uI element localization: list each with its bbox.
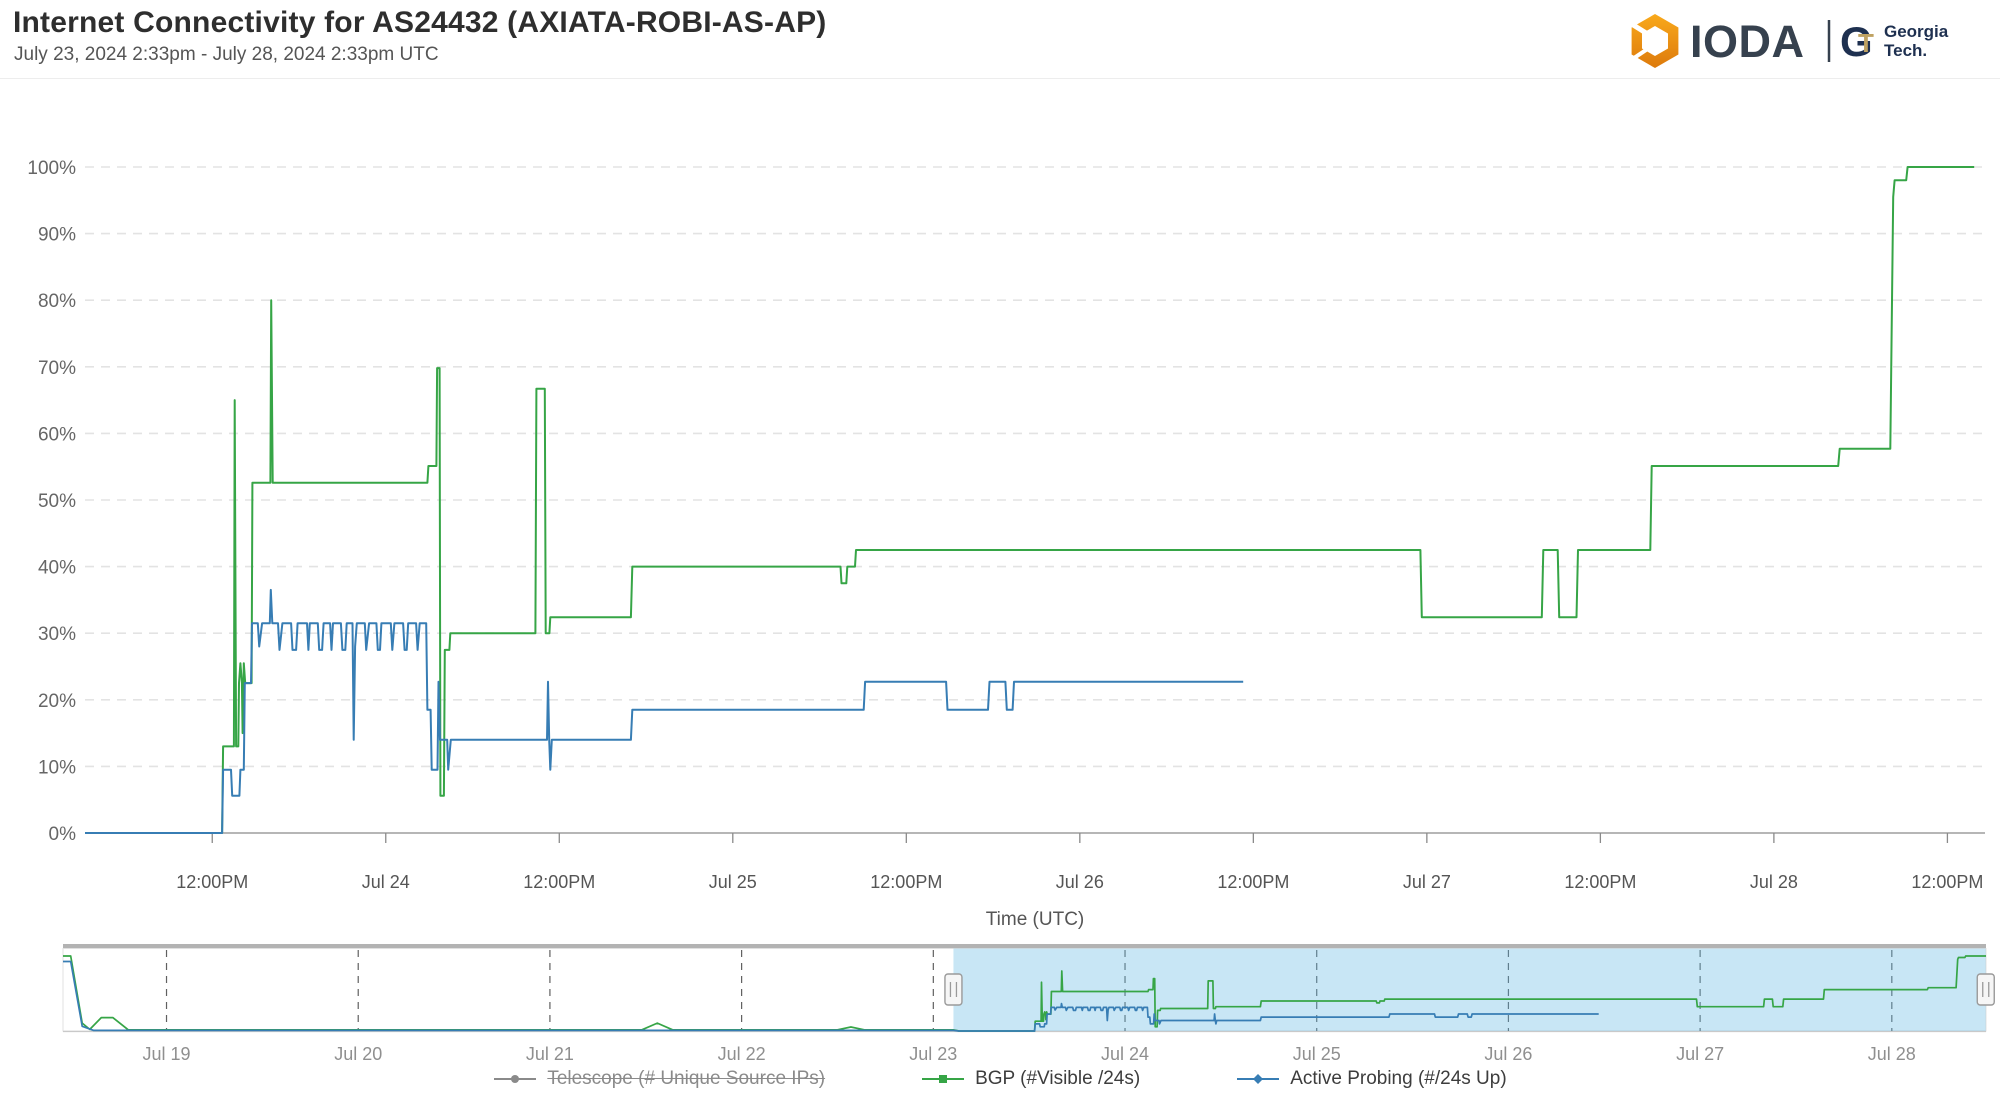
legend-label-active-probing: Active Probing (#/24s Up) <box>1290 1068 1507 1089</box>
y-axis-label: 40% <box>38 558 76 579</box>
page-title: Internet Connectivity for AS24432 (AXIAT… <box>13 6 827 39</box>
ioda-wordmark: IODA <box>1690 16 1805 67</box>
x-tick-label: 12:00PM <box>523 872 595 892</box>
navigator-top-bar <box>63 944 1986 949</box>
navigator-track[interactable] <box>62 948 1987 1032</box>
y-axis-label: 100% <box>27 158 76 179</box>
tech-text: Tech. <box>1884 41 1927 60</box>
legend-item-active-probing[interactable]: Active Probing (#/24s Up) <box>1236 1068 1507 1090</box>
y-axis-label: 90% <box>38 225 76 246</box>
bgp-series-line <box>85 166 1975 834</box>
navigator-day-label: Jul 23 <box>909 1044 957 1064</box>
georgia-text: Georgia <box>1884 22 1949 41</box>
y-axis-label: 50% <box>38 491 76 512</box>
x-tick-label: 12:00PM <box>1217 872 1289 892</box>
x-tick-label: 12:00PM <box>870 872 942 892</box>
navigator-day-label: Jul 20 <box>334 1044 382 1064</box>
y-axis-label: 60% <box>38 424 76 445</box>
active-probing-series-line <box>85 588 1244 834</box>
navigator-day-label: Jul 27 <box>1676 1044 1724 1064</box>
legend-label-telescope: Telescope (# Unique Source IPs) <box>547 1068 826 1089</box>
x-tick-label: Jul 28 <box>1750 872 1798 892</box>
legend-item-telescope[interactable]: Telescope (# Unique Source IPs) <box>493 1068 825 1090</box>
x-axis-title: Time (UTC) <box>986 909 1085 930</box>
navigator-day-label: Jul 28 <box>1868 1044 1916 1064</box>
y-axis-label: 30% <box>38 624 76 645</box>
y-axis-label: 80% <box>38 291 76 312</box>
navigator-left-handle[interactable] <box>944 973 963 1006</box>
bgp-legend-marker-icon <box>922 1075 965 1083</box>
gt-logo-t: T <box>1858 28 1874 58</box>
x-tick-label: Jul 26 <box>1056 872 1104 892</box>
navigator-day-label: Jul 22 <box>718 1044 766 1064</box>
y-axis-label: 70% <box>38 358 76 379</box>
legend-label-bgp: BGP (#Visible /24s) <box>975 1068 1141 1089</box>
gt-logo-g: G <box>1840 18 1873 65</box>
logo-area: IODA G T Georgia Tech. <box>1622 12 1982 70</box>
x-tick-label: Jul 24 <box>362 872 410 892</box>
navigator-active-probing-line <box>63 960 1599 1032</box>
navigator-day-label: Jul 25 <box>1293 1044 1341 1064</box>
x-tick-label: Jul 25 <box>709 872 757 892</box>
x-tick-label: 12:00PM <box>1564 872 1636 892</box>
x-tick-label: 12:00PM <box>176 872 248 892</box>
y-axis-label: 0% <box>49 824 77 845</box>
navigator-day-label: Jul 26 <box>1484 1044 1532 1064</box>
header: Internet Connectivity for AS24432 (AXIAT… <box>0 0 2000 79</box>
legend-item-bgp[interactable]: BGP (#Visible /24s) <box>921 1068 1140 1090</box>
x-tick-label: Jul 27 <box>1403 872 1451 892</box>
chart-legend: Telescope (# Unique Source IPs) BGP (#Vi… <box>0 1068 2000 1090</box>
navigator-day-label: Jul 21 <box>526 1044 574 1064</box>
ioda-hexagon-icon <box>1628 14 1679 68</box>
y-axis-label: 10% <box>38 757 76 778</box>
navigator-right-handle[interactable] <box>1976 973 1995 1006</box>
navigator-day-label: Jul 19 <box>142 1044 190 1064</box>
telescope-legend-marker-icon <box>494 1075 537 1083</box>
active-probing-legend-marker-icon <box>1237 1074 1280 1084</box>
ioda-gt-logo[interactable]: IODA G T Georgia Tech. <box>1622 12 1982 70</box>
y-axis-label: 20% <box>38 691 76 712</box>
x-tick-label: 12:00PM <box>1911 872 1983 892</box>
date-range-subtitle: July 23, 2024 2:33pm - July 28, 2024 2:3… <box>14 44 439 65</box>
navigator-day-label: Jul 24 <box>1101 1044 1149 1064</box>
